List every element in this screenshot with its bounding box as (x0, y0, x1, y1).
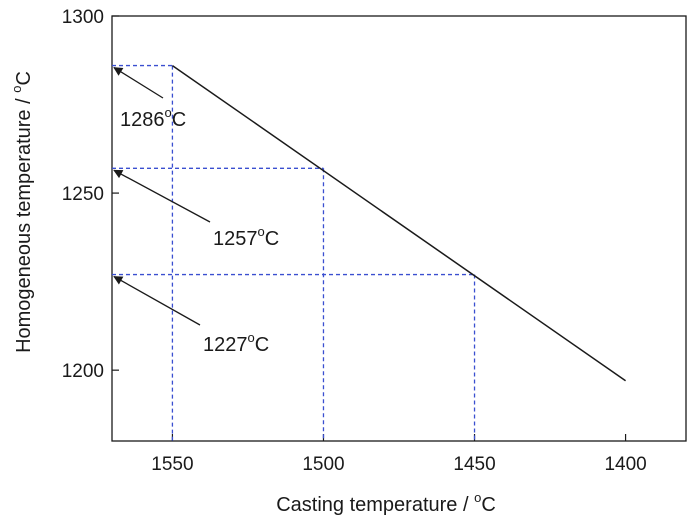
y-axis-title: Homogeneous temperature / oC (9, 71, 35, 353)
annotation-label: 1227oC (203, 330, 269, 356)
annotation-arrow (113, 67, 164, 99)
annotation-arrow (113, 169, 211, 223)
plot-frame (111, 15, 687, 442)
x-axis-title: Casting temperature / oC (276, 490, 496, 516)
x-tick-label: 1550 (151, 454, 193, 475)
plot-area: 1200 1250 1300 1550 1500 1450 1400 1286oC 1257oC… (62, 7, 687, 475)
annotation-label: 1286oC (120, 105, 186, 131)
x-tick-label: 1500 (302, 454, 344, 475)
x-tick-label: 1400 (604, 454, 646, 475)
x-tick-label: 1450 (453, 454, 495, 475)
y-tick-label: 1300 (62, 7, 104, 28)
series-line (171, 64, 627, 382)
annotation-arrow (113, 275, 201, 326)
y-tick-label: 1250 (62, 184, 104, 205)
annotation-label: 1257oC (213, 224, 279, 250)
y-tick-label: 1200 (62, 361, 104, 382)
